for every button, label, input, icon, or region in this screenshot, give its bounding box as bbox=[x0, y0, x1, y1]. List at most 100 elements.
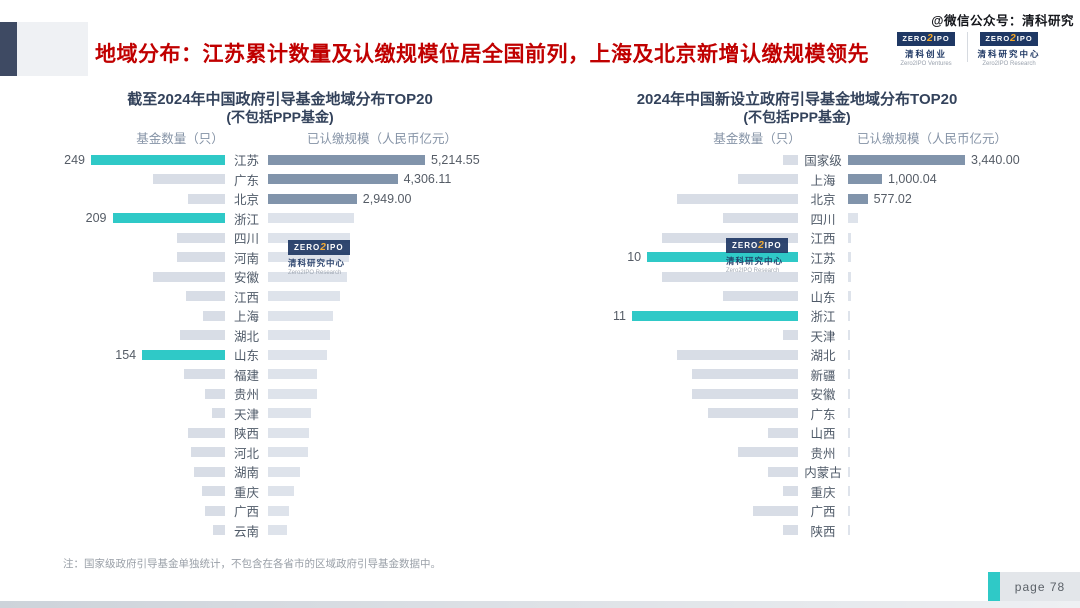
count-cell bbox=[600, 154, 798, 165]
scale-cell bbox=[268, 369, 540, 380]
scale-cell bbox=[268, 447, 540, 458]
chart-row: 天津 bbox=[60, 404, 540, 424]
chart-row: 广东 bbox=[600, 404, 1030, 424]
count-cell bbox=[600, 213, 798, 224]
count-bar bbox=[191, 447, 225, 458]
chart-row: 国家级 3,440.00 bbox=[600, 150, 1030, 170]
scale-value-label: 4,306.11 bbox=[403, 172, 452, 187]
scale-bar bbox=[268, 388, 318, 399]
chart-row: 河南 bbox=[600, 267, 1030, 287]
chart-row: 广西 bbox=[600, 501, 1030, 521]
count-cell bbox=[60, 310, 225, 321]
chart-row: 上海 1,000.04 bbox=[600, 170, 1030, 190]
region-label: 浙江 bbox=[233, 212, 259, 227]
scale-cell bbox=[268, 427, 540, 438]
count-cell bbox=[60, 291, 225, 302]
count-cell bbox=[600, 427, 798, 438]
header-accent-light-block bbox=[17, 22, 88, 76]
count-cell: 11 bbox=[600, 309, 798, 323]
chart-row: 新疆 bbox=[600, 365, 1030, 385]
scale-bar bbox=[848, 232, 852, 243]
chart-row: 贵州 bbox=[600, 443, 1030, 463]
count-cell: 209 bbox=[60, 211, 225, 225]
zero2ipo-logo-icon: ZERO2IPO bbox=[726, 238, 788, 253]
chart-row: 云南 bbox=[60, 521, 540, 541]
count-bar bbox=[202, 310, 225, 321]
region-label: 新疆 bbox=[810, 368, 836, 383]
count-bar bbox=[188, 427, 225, 438]
left-chart: 截至2024年中国政府引导基金地域分布TOP20 (不包括PPP基金) 基金数量… bbox=[60, 90, 540, 540]
chart-rows: 国家级 3,440.00 上海 1,000.04 北京 577.02 四川 江西 10 江苏 河南山… bbox=[600, 150, 1030, 540]
scale-cell bbox=[268, 213, 540, 224]
region-label: 四川 bbox=[233, 232, 259, 247]
scale-cell: 2,949.00 bbox=[268, 192, 540, 206]
scale-cell bbox=[268, 466, 540, 477]
count-cell bbox=[60, 232, 225, 243]
region-label: 广西 bbox=[233, 505, 259, 520]
count-cell bbox=[600, 291, 798, 302]
count-cell bbox=[60, 486, 225, 497]
region-label: 河北 bbox=[233, 446, 259, 461]
chart-row: 福建 bbox=[60, 365, 540, 385]
wechat-watermark: @微信公众号：清科研究 bbox=[931, 14, 1074, 28]
region-label: 国家级 bbox=[804, 154, 842, 169]
region-label: 四川 bbox=[810, 212, 836, 227]
count-cell bbox=[60, 193, 225, 204]
scale-cell bbox=[268, 271, 540, 282]
scale-bar bbox=[268, 408, 312, 419]
page-number-accent bbox=[988, 572, 1000, 601]
chart-row: 重庆 bbox=[600, 482, 1030, 502]
scale-bar bbox=[268, 505, 290, 516]
count-bar bbox=[179, 330, 225, 341]
region-label: 江苏 bbox=[810, 251, 836, 266]
count-bar bbox=[152, 271, 225, 282]
region-label: 贵州 bbox=[233, 388, 259, 403]
scale-bar bbox=[848, 505, 850, 516]
count-cell bbox=[60, 330, 225, 341]
zero2ipo-logo-icon: ZERO2IPO bbox=[897, 32, 955, 46]
chart-subtitle: (不包括PPP基金) bbox=[743, 109, 851, 125]
count-bar bbox=[782, 525, 798, 536]
count-cell bbox=[60, 466, 225, 477]
scale-cell bbox=[848, 447, 1030, 458]
scale-bar bbox=[268, 252, 350, 263]
count-cell bbox=[600, 232, 798, 243]
chart-row: 江西 bbox=[600, 228, 1030, 248]
scale-column-header: 已认缴规模（人民币亿元） bbox=[856, 132, 1008, 146]
count-value-label: 10 bbox=[627, 250, 642, 265]
count-bar bbox=[632, 310, 798, 321]
scale-cell bbox=[848, 525, 1030, 536]
chart-row: 北京 577.02 bbox=[600, 189, 1030, 209]
zero2ipo-logo-icon: ZERO2IPO bbox=[980, 32, 1038, 46]
zero2ipo-logo-icon: ZERO2IPO bbox=[288, 240, 350, 255]
scale-bar bbox=[268, 427, 309, 438]
scale-cell bbox=[848, 291, 1030, 302]
region-label: 安徽 bbox=[810, 388, 836, 403]
region-label: 贵州 bbox=[810, 446, 836, 461]
count-bar bbox=[767, 427, 798, 438]
count-bar bbox=[213, 525, 225, 536]
count-cell: 10 bbox=[600, 250, 798, 264]
count-bar bbox=[737, 174, 798, 185]
scale-cell: 577.02 bbox=[848, 192, 1030, 206]
chart-subtitle: (不包括PPP基金) bbox=[226, 109, 334, 125]
count-bar bbox=[722, 213, 798, 224]
scale-bar bbox=[848, 427, 850, 438]
region-label: 江苏 bbox=[233, 154, 259, 169]
count-bar bbox=[184, 369, 225, 380]
region-label: 山西 bbox=[810, 427, 836, 442]
watermark-logo: ZERO2IPO 清科研究中心 Zero2IPO Research bbox=[288, 240, 350, 276]
region-label: 江西 bbox=[233, 290, 259, 305]
count-bar bbox=[752, 505, 798, 516]
count-bar bbox=[692, 369, 798, 380]
scale-value-label: 2,949.00 bbox=[362, 191, 412, 206]
scale-cell bbox=[848, 408, 1030, 419]
region-label: 北京 bbox=[810, 193, 836, 208]
chart-row: 重庆 bbox=[60, 482, 540, 502]
scale-cell bbox=[268, 408, 540, 419]
scale-cell bbox=[268, 291, 540, 302]
scale-bar bbox=[268, 291, 340, 302]
scale-bar bbox=[268, 466, 300, 477]
scale-cell bbox=[268, 310, 540, 321]
chart-row: 山东 bbox=[600, 287, 1030, 307]
